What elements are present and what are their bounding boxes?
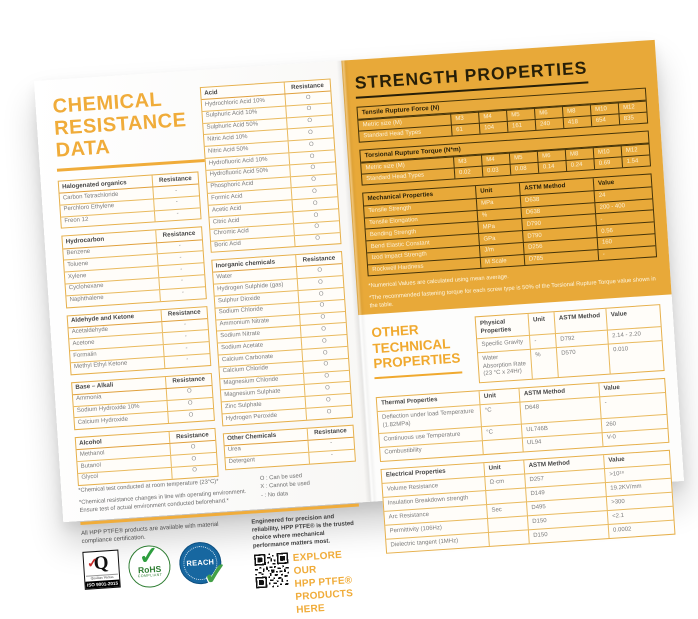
table-cell: °C bbox=[479, 401, 521, 427]
table-cell: V-0 bbox=[601, 427, 669, 447]
table-halogenated-organics: Halogenated organics Resistance Carbon T… bbox=[57, 171, 202, 230]
iso-9001-badge: Q ✓ Qualitas Veritas ISO 9001-2015 bbox=[82, 549, 121, 590]
qualitas-veritas-emblem: Q ✓ bbox=[84, 552, 117, 576]
resistance-value: - bbox=[163, 354, 211, 368]
other-technical-title: OTHER TECHNICAL PROPERTIES bbox=[371, 317, 471, 390]
resistance-value: - bbox=[308, 449, 355, 464]
value-cell: 61 bbox=[450, 122, 480, 136]
table-cell: % bbox=[529, 347, 558, 379]
resistance-legend: O : Can be used X : Cannot be used - : N… bbox=[226, 468, 358, 503]
rohs-badge: ✓ RoHS COMPLIANT bbox=[127, 542, 172, 589]
page-title: CHEMICAL RESISTANCE DATA bbox=[52, 87, 197, 162]
explore-line: PRODUCTS HERE bbox=[295, 588, 354, 616]
resistance-value: O bbox=[167, 409, 214, 424]
table-physical-properties: Physical Properties Unit ASTM Method Value S… bbox=[474, 304, 665, 384]
certification-badges: Q ✓ Qualitas Veritas ISO 9001-2015 ✓ RoH… bbox=[82, 539, 247, 592]
table-cell bbox=[487, 529, 529, 547]
table-electrical-properties: Electrical Properties Unit ASTM Method Valu… bbox=[380, 449, 676, 554]
table-aldehyde-ketone: Aldehyde and Ketone Resistance Acetaldeh… bbox=[66, 305, 212, 376]
value-cell: 0.69 bbox=[593, 156, 623, 170]
value-cell: 0.14 bbox=[537, 160, 567, 173]
table-cell bbox=[481, 437, 523, 455]
strength-panel: STRENGTH PROPERTIES Tensile Rupture Forc… bbox=[341, 39, 672, 316]
page-strength-properties: STRENGTH PROPERTIES Tensile Rupture Forc… bbox=[341, 39, 684, 554]
resistance-value: O bbox=[293, 232, 341, 247]
iso-check-icon: ✓ bbox=[86, 554, 99, 571]
strength-title: STRENGTH PROPERTIES bbox=[354, 57, 589, 99]
title-underline bbox=[374, 370, 463, 380]
table-cell: 0.0002 bbox=[607, 519, 675, 539]
resistance-value: - bbox=[153, 208, 201, 222]
value-cell: 0.02 bbox=[453, 165, 483, 179]
value-cell: 418 bbox=[562, 115, 592, 129]
value-cell: 0.24 bbox=[565, 158, 595, 172]
table-base-alkali: Base – Alkali Resistance Ammonia O Sodiu… bbox=[71, 372, 215, 431]
table-cell: D570 bbox=[555, 343, 610, 377]
promo-text: Engineered for precision and reliability… bbox=[251, 513, 355, 550]
table-cell: - bbox=[597, 244, 657, 261]
reach-check-icon: ✓ bbox=[201, 557, 230, 592]
table-mechanical-properties: Mechanical Properties Unit ASTM Method Valu… bbox=[362, 173, 658, 277]
value-cell: 0.03 bbox=[481, 163, 511, 177]
qr-code bbox=[253, 552, 290, 589]
value-cell: 161 bbox=[506, 119, 536, 132]
datasheet-spread: CHEMICAL RESISTANCE DATA Halogenated org… bbox=[34, 39, 684, 616]
table-cell: M Scale bbox=[479, 253, 525, 269]
explore-cta: EXPLORE OUR HPP PTFE® PRODUCTS HERE bbox=[292, 548, 366, 617]
table-other-chemicals: Other Chemicals Resistance Urea - Deterg… bbox=[222, 424, 356, 470]
table-thermal-properties: Thermal Properties Unit ASTM Method Value De… bbox=[375, 377, 670, 462]
table-cell: 0.010 bbox=[607, 340, 664, 374]
other-technical-section: OTHER TECHNICAL PROPERTIES Physical Prop… bbox=[358, 294, 688, 567]
resistance-value: O bbox=[305, 405, 352, 420]
table-hydrocarbon: Hydrocarbon Resistance Benzene - Toluene… bbox=[61, 226, 207, 308]
table-cell: Water Absorption Rate (23 °C x 24Hr) bbox=[478, 349, 532, 383]
value-cell: 835 bbox=[618, 111, 648, 125]
value-cell: 1.54 bbox=[621, 154, 650, 168]
value-cell: 240 bbox=[534, 117, 564, 130]
iso-band-label: ISO 9001-2015 bbox=[85, 579, 120, 589]
resistance-value: O bbox=[170, 464, 218, 479]
reach-badge: REACH ✓ bbox=[177, 540, 229, 592]
value-cell: 0.08 bbox=[509, 161, 539, 175]
title-underline bbox=[56, 158, 207, 172]
table-alcohol: Alcohol Resistance Methanol O Butanol O … bbox=[74, 428, 219, 486]
column-header: Unit bbox=[527, 312, 555, 336]
value-cell: 654 bbox=[590, 113, 620, 127]
page-chemical-resistance: CHEMICAL RESISTANCE DATA Halogenated org… bbox=[34, 60, 371, 616]
resistance-value: - bbox=[159, 286, 206, 301]
table-acid: Acid Resistance Hydrochloric Acid 10% O … bbox=[199, 78, 342, 254]
value-cell: 104 bbox=[478, 120, 508, 134]
table-inorganic-chemicals: Inorganic chemicals Resistance Water O H… bbox=[211, 251, 354, 427]
